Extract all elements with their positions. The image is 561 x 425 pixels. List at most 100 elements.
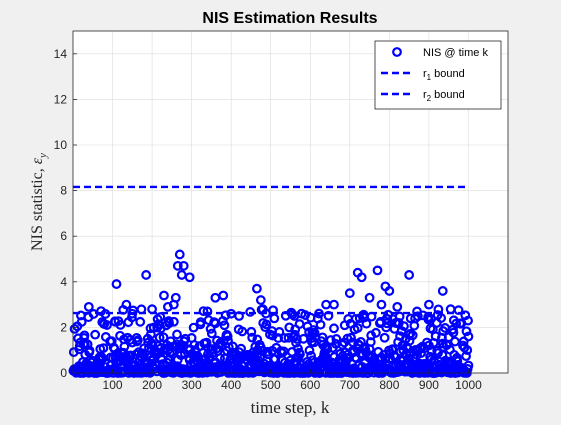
legend-marker-circle bbox=[392, 47, 402, 57]
y-tick-label: 2 bbox=[60, 320, 67, 334]
y-tick-label: 10 bbox=[54, 138, 68, 152]
nis-point bbox=[392, 301, 403, 312]
nis-point bbox=[246, 326, 257, 337]
nis-point bbox=[125, 351, 136, 362]
nis-point bbox=[412, 311, 423, 322]
nis-point bbox=[412, 306, 422, 317]
nis-point bbox=[352, 323, 363, 333]
x-tick-label: 700 bbox=[340, 378, 360, 392]
nis-point bbox=[322, 343, 333, 354]
axes-frame bbox=[72, 30, 509, 374]
nis-point bbox=[245, 307, 256, 317]
nis-point bbox=[247, 332, 258, 343]
y-tick-label: 6 bbox=[60, 229, 67, 243]
nis-point bbox=[329, 323, 339, 334]
legend-label-r1-suffix: bound bbox=[431, 68, 465, 80]
nis-point bbox=[463, 331, 474, 342]
nis-point bbox=[79, 330, 90, 341]
nis-point bbox=[461, 326, 472, 337]
nis-point bbox=[202, 306, 213, 317]
nis-point bbox=[382, 314, 393, 324]
x-tick-label: 300 bbox=[182, 378, 202, 392]
nis-point bbox=[119, 341, 130, 352]
nis-point bbox=[304, 345, 315, 356]
y-tick-label: 8 bbox=[60, 184, 67, 198]
nis-point bbox=[168, 316, 179, 327]
nis-point bbox=[98, 343, 109, 353]
legend-label-r2-suffix: bound bbox=[431, 89, 465, 101]
legend-label-r2: r2 bound bbox=[423, 89, 465, 103]
nis-point bbox=[329, 299, 339, 310]
y-tick-label: 12 bbox=[54, 92, 68, 106]
nis-point bbox=[102, 320, 112, 330]
nis-point bbox=[135, 316, 146, 327]
nis-point bbox=[121, 299, 132, 310]
nis-point bbox=[172, 260, 183, 271]
nis-point bbox=[289, 311, 300, 321]
x-tick-label: 800 bbox=[379, 378, 399, 392]
nis-point bbox=[274, 327, 285, 337]
y-axis-label-text: NIS statistic, bbox=[29, 164, 46, 251]
y-axis-label-group: NIS statistic, εy bbox=[29, 153, 49, 251]
nis-point bbox=[257, 304, 268, 315]
nis-point bbox=[180, 333, 191, 344]
nis-point bbox=[356, 272, 367, 283]
nis-point bbox=[141, 270, 152, 280]
nis-point bbox=[218, 290, 229, 301]
nis-point bbox=[366, 311, 377, 322]
y-axis-label-symbol-sub: y bbox=[37, 153, 49, 159]
y-tick-labels: 0 2 4 6 8 10 12 14 bbox=[54, 47, 77, 380]
nis-point bbox=[159, 290, 169, 301]
nis-point bbox=[372, 265, 383, 276]
x-tick-label: 900 bbox=[419, 378, 439, 392]
legend-box bbox=[374, 40, 502, 110]
y-tick-label: 14 bbox=[54, 47, 68, 61]
nis-point bbox=[184, 272, 195, 283]
nis-point bbox=[219, 320, 230, 331]
nis-point bbox=[100, 309, 111, 319]
nis-point bbox=[90, 329, 101, 340]
nis-point bbox=[155, 312, 166, 322]
nis-point bbox=[170, 292, 181, 303]
nis-point bbox=[462, 345, 473, 356]
nis-point bbox=[132, 335, 143, 346]
y-axis-label-symbol: ε bbox=[29, 157, 46, 164]
nis-point bbox=[220, 310, 231, 321]
x-tick-label: 400 bbox=[221, 378, 241, 392]
nis-point bbox=[261, 319, 272, 330]
nis-point bbox=[198, 306, 209, 316]
nis-point bbox=[461, 351, 471, 362]
legend: NIS @ time k r1 bound r2 bound bbox=[374, 40, 502, 110]
nis-point bbox=[364, 292, 375, 303]
x-tick-label: 200 bbox=[142, 378, 162, 392]
nis-point bbox=[436, 313, 447, 323]
legend-label-r2-name: r bbox=[423, 89, 427, 101]
chart-title: NIS Estimation Results bbox=[202, 10, 377, 27]
nis-point bbox=[164, 318, 174, 329]
nis-point bbox=[346, 332, 356, 343]
nis-point bbox=[83, 301, 94, 312]
nis-point bbox=[255, 295, 266, 305]
nis-point bbox=[371, 327, 381, 338]
nis-point bbox=[206, 328, 217, 339]
nis-point bbox=[448, 327, 459, 338]
nis-point bbox=[147, 304, 157, 315]
x-tick-label: 600 bbox=[300, 378, 320, 392]
nis-point bbox=[201, 337, 212, 348]
nis-point bbox=[445, 304, 456, 315]
y-tick-label: 4 bbox=[60, 275, 67, 289]
nis-point bbox=[273, 333, 284, 343]
nis-point bbox=[172, 329, 182, 340]
nis-point bbox=[379, 332, 390, 343]
nis-point bbox=[376, 299, 387, 310]
nis-point bbox=[76, 317, 87, 327]
nis-point bbox=[127, 308, 138, 319]
nis-point bbox=[174, 249, 185, 260]
nis-point bbox=[323, 310, 334, 321]
y-tick-label: 0 bbox=[60, 366, 67, 380]
nis-point bbox=[84, 345, 95, 356]
x-tick-label: 500 bbox=[261, 378, 281, 392]
nis-point bbox=[424, 299, 434, 310]
nis-point bbox=[158, 332, 169, 343]
